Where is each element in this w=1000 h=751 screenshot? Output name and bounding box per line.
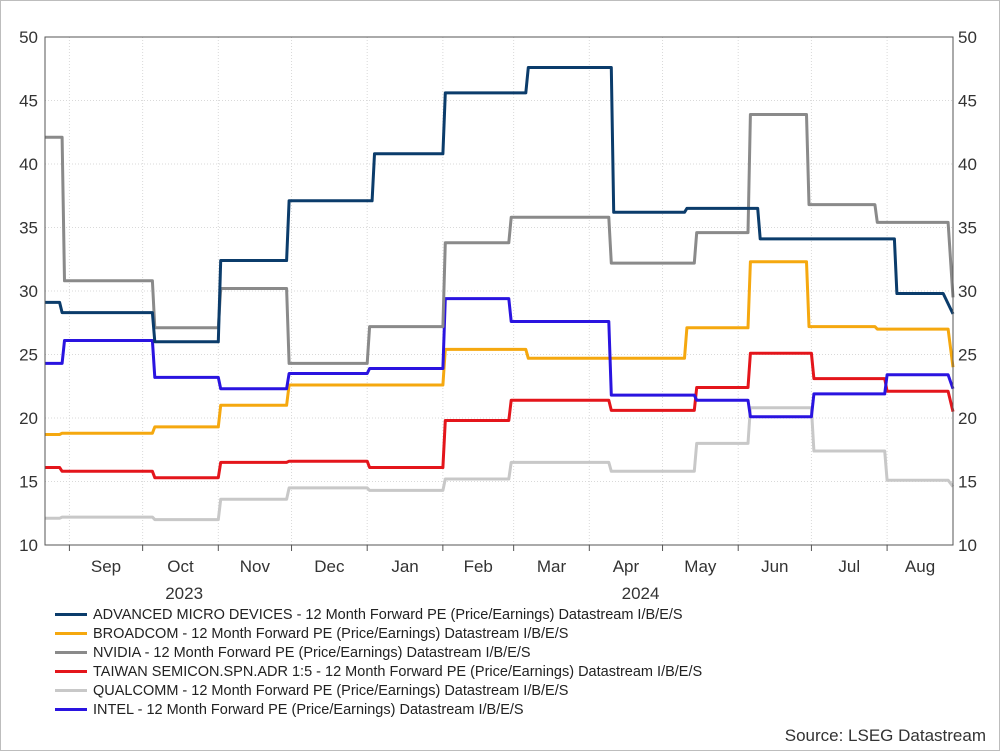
y-tick-label-right: 30 <box>958 282 977 301</box>
x-tick-label: May <box>684 557 717 576</box>
series-layer <box>45 66 955 522</box>
legend-item: TAIWAN SEMICON.SPN.ADR 1:5 - 12 Month Fo… <box>55 663 702 682</box>
y-tick-label-right: 40 <box>958 155 977 174</box>
x-tick-label: Jan <box>391 557 418 576</box>
x-year-label: 2024 <box>622 584 660 603</box>
series-line-0 <box>45 66 955 344</box>
y-tick-label-left: 45 <box>19 92 38 111</box>
x-tick-label: Feb <box>464 557 493 576</box>
legend-item: INTEL - 12 Month Forward PE (Price/Earni… <box>55 701 702 720</box>
y-tick-label-right: 15 <box>958 473 977 492</box>
x-tick-label: Aug <box>905 557 935 576</box>
source-label: Source: LSEG Datastream <box>784 726 986 745</box>
legend: ADVANCED MICRO DEVICES - 12 Month Forwar… <box>55 606 702 720</box>
legend-label: QUALCOMM - 12 Month Forward PE (Price/Ea… <box>93 683 569 699</box>
series-line-5 <box>45 297 955 419</box>
y-tick-label-left: 10 <box>19 536 38 555</box>
legend-label: BROADCOM - 12 Month Forward PE (Price/Ea… <box>93 626 569 642</box>
y-tick-label-right: 35 <box>958 219 977 238</box>
legend-item: NVIDIA - 12 Month Forward PE (Price/Earn… <box>55 644 702 663</box>
y-tick-label-left: 20 <box>19 409 38 428</box>
legend-label: INTEL - 12 Month Forward PE (Price/Earni… <box>93 702 524 718</box>
y-tick-label-left: 25 <box>19 346 38 365</box>
x-tick-label: Nov <box>240 557 271 576</box>
legend-swatch <box>55 631 87 635</box>
y-tick-label-right: 20 <box>958 409 977 428</box>
x-year-label: 2023 <box>165 584 203 603</box>
series-line-1 <box>45 260 955 436</box>
legend-item: ADVANCED MICRO DEVICES - 12 Month Forwar… <box>55 606 702 625</box>
series-line-2 <box>45 113 955 365</box>
x-tick-label: Mar <box>537 557 567 576</box>
x-tick-label: Oct <box>167 557 194 576</box>
y-tick-label-left: 35 <box>19 219 38 238</box>
legend-swatch <box>55 707 87 711</box>
grid-layer <box>45 36 953 546</box>
series-line-3 <box>45 351 955 480</box>
legend-swatch <box>55 669 87 673</box>
x-tick-label: Jul <box>838 557 860 576</box>
y-tick-label-left: 50 <box>19 28 38 47</box>
y-tick-label-left: 40 <box>19 155 38 174</box>
axis-layer: 10 10 15 15 20 20 25 25 30 30 35 35 40 40 45 45 50 50 Sep O… <box>19 28 977 603</box>
legend-item: QUALCOMM - 12 Month Forward PE (Price/Ea… <box>55 682 702 701</box>
legend-swatch <box>55 612 87 616</box>
y-tick-label-left: 15 <box>19 473 38 492</box>
legend-item: BROADCOM - 12 Month Forward PE (Price/Ea… <box>55 625 702 644</box>
legend-swatch <box>55 688 87 692</box>
x-tick-label: Dec <box>314 557 345 576</box>
legend-label: TAIWAN SEMICON.SPN.ADR 1:5 - 12 Month Fo… <box>93 664 703 680</box>
legend-swatch <box>55 650 87 654</box>
y-tick-label-right: 10 <box>958 536 977 555</box>
legend-label: ADVANCED MICRO DEVICES - 12 Month Forwar… <box>93 607 683 623</box>
x-tick-label: Jun <box>761 557 788 576</box>
plot-area-border <box>44 36 954 546</box>
legend-label: NVIDIA - 12 Month Forward PE (Price/Earn… <box>93 645 531 661</box>
y-tick-label-right: 45 <box>958 92 977 111</box>
x-tick-label: Apr <box>613 557 640 576</box>
x-tick-label: Sep <box>91 557 121 576</box>
series-line-4 <box>45 406 955 522</box>
y-tick-label-right: 25 <box>958 346 977 365</box>
y-tick-label-right: 50 <box>958 28 977 47</box>
y-tick-label-left: 30 <box>19 282 38 301</box>
